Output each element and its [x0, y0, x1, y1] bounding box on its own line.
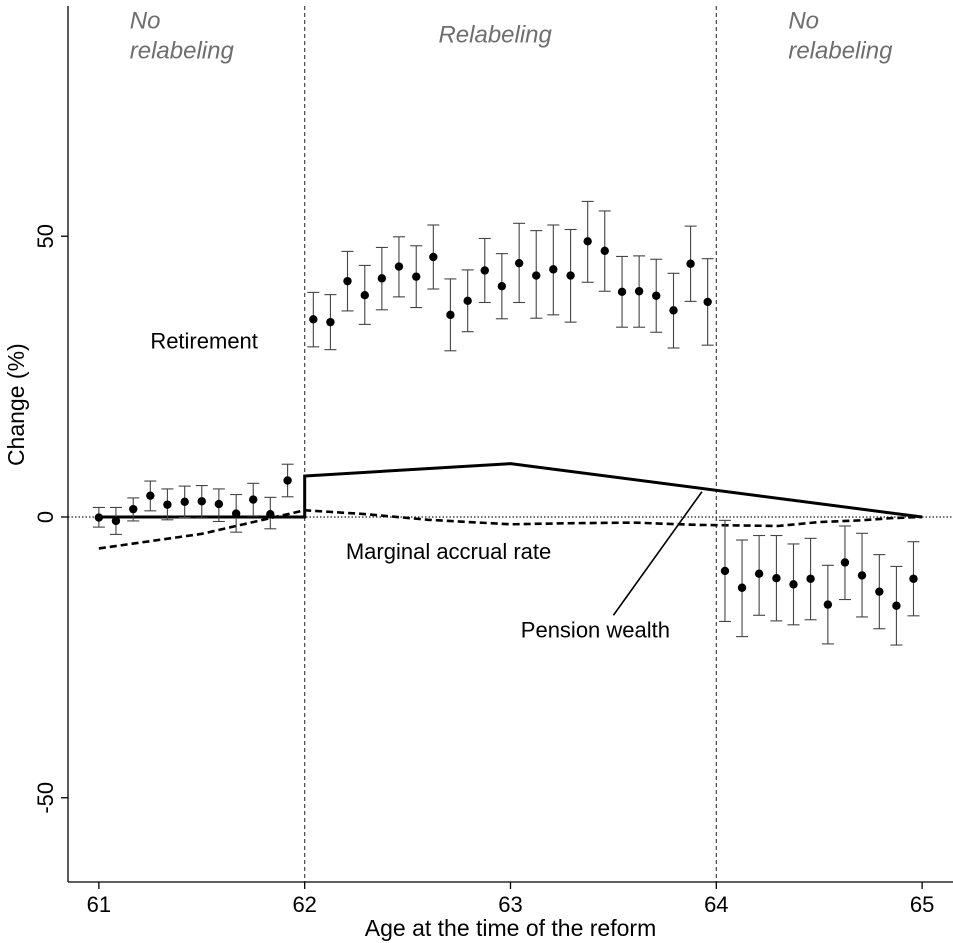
- data-point: [360, 290, 369, 300]
- data-point: [429, 252, 438, 262]
- data-point: [583, 237, 592, 246]
- y-tick-label: 50: [33, 224, 58, 248]
- x-tick-label: 64: [704, 892, 728, 917]
- series-annotation: Pension wealth: [521, 618, 670, 643]
- data-point: [823, 600, 833, 609]
- pension-wealth-pointer: [612, 491, 703, 616]
- data-point: [463, 296, 472, 306]
- data-point: [617, 287, 627, 297]
- data-point: [197, 497, 206, 506]
- data-point: [283, 476, 292, 485]
- data-point: [772, 574, 781, 583]
- data-point: [703, 297, 712, 307]
- data-point: [163, 500, 172, 509]
- x-axis-title: Age at the time of the reform: [365, 915, 656, 941]
- data-point: [514, 258, 524, 268]
- data-point: [377, 274, 387, 283]
- data-point: [892, 601, 901, 610]
- data-point: [652, 291, 661, 300]
- retirement-points: [92, 200, 920, 646]
- x-tick-label: 61: [87, 892, 111, 917]
- region-label: Relabeling: [438, 22, 552, 49]
- marginal-accrual-line: [98, 508, 923, 550]
- data-point: [686, 259, 695, 268]
- region-label: relabeling: [130, 37, 235, 64]
- data-point: [309, 315, 318, 324]
- data-point: [231, 509, 241, 518]
- series-annotation: Retirement: [150, 329, 258, 354]
- data-point: [180, 497, 189, 507]
- y-tick-label: -50: [33, 782, 58, 814]
- data-point: [634, 287, 644, 296]
- data-point: [737, 583, 747, 592]
- data-point: [875, 587, 884, 596]
- data-point: [566, 271, 575, 280]
- series-annotation: Marginal accrual rate: [346, 539, 551, 564]
- data-point: [129, 504, 138, 514]
- data-point: [446, 310, 455, 320]
- data-point: [214, 499, 224, 509]
- data-point: [480, 266, 489, 275]
- data-point: [249, 495, 258, 504]
- data-point: [840, 558, 850, 567]
- data-point: [94, 513, 104, 522]
- data-point: [111, 516, 121, 526]
- y-axis-title: Change (%): [3, 343, 29, 466]
- data-point: [909, 574, 918, 583]
- region-label: No: [130, 7, 161, 34]
- data-point: [720, 566, 730, 576]
- data-point: [754, 569, 764, 578]
- data-point: [394, 262, 404, 271]
- axes: 61 62 63 64 65 -50 0 50 Age at the time of the r…: [3, 6, 953, 941]
- data-point: [326, 317, 335, 327]
- x-tick-label: 63: [498, 892, 522, 917]
- data-point: [532, 271, 541, 280]
- data-point: [412, 272, 421, 281]
- labels: No relabeling Relabeling No relabeling Retire…: [130, 7, 893, 642]
- data-point: [146, 491, 155, 500]
- region-label: relabeling: [788, 37, 893, 64]
- y-tick-label: 0: [33, 511, 58, 523]
- data-point: [549, 265, 558, 274]
- data-point: [857, 571, 867, 580]
- x-tick-label: 65: [910, 892, 934, 917]
- x-tick-label: 62: [292, 892, 316, 917]
- data-point: [343, 276, 352, 286]
- data-point: [497, 282, 507, 291]
- data-point: [789, 580, 798, 589]
- data-point: [669, 306, 678, 315]
- data-point: [600, 246, 609, 256]
- data-point: [806, 574, 815, 583]
- data-point: [266, 509, 275, 519]
- region-label: No: [788, 7, 819, 34]
